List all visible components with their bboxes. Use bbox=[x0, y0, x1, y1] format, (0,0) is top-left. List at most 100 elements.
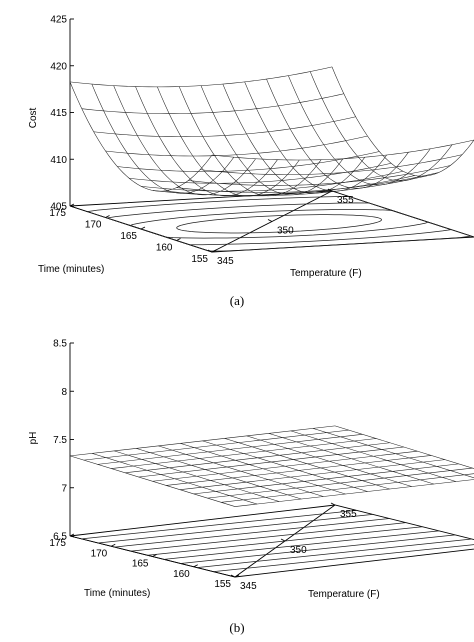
panel-b-surface-mesh bbox=[69, 425, 474, 507]
z-tick-label: 8 bbox=[61, 387, 67, 398]
mesh-line-time bbox=[92, 453, 258, 505]
mesh-line-time bbox=[158, 445, 324, 497]
mesh-line-time bbox=[266, 78, 409, 189]
panel-a-z-axis-label: Cost bbox=[28, 107, 39, 128]
panel-b-z-axis-label: pH bbox=[28, 432, 39, 445]
z-tick-label: 7.5 bbox=[53, 435, 67, 446]
contour-line bbox=[176, 214, 382, 234]
temperature-tick-mark bbox=[267, 219, 273, 222]
mesh-line-time bbox=[200, 85, 344, 196]
time-tick-mark bbox=[69, 203, 75, 207]
mesh-line-temperature bbox=[211, 139, 474, 161]
temperature-tick-mark bbox=[330, 502, 336, 506]
mesh-line-time bbox=[224, 438, 390, 490]
mesh-line-time bbox=[69, 81, 213, 192]
temperature-tick-label: 350 bbox=[290, 545, 307, 556]
temperature-tick-label: 345 bbox=[217, 256, 234, 267]
time-tick-mark bbox=[69, 533, 75, 537]
mesh-line-time bbox=[113, 85, 256, 196]
panel-b-time-axis-label: Time (minutes) bbox=[84, 588, 150, 599]
panel-b-caption: (b) bbox=[229, 620, 244, 635]
time-tick-mark bbox=[193, 564, 198, 568]
time-tick-label: 160 bbox=[173, 569, 190, 580]
mesh-line-temperature bbox=[188, 165, 451, 186]
mesh-line-temperature bbox=[93, 116, 356, 137]
panel-b-temperature-axis-label: Temperature (F) bbox=[308, 589, 380, 600]
z-tick-label: 415 bbox=[50, 108, 67, 119]
temperature-tick-label: 345 bbox=[240, 581, 257, 592]
mesh-line-time bbox=[334, 425, 474, 469]
mesh-line-time bbox=[157, 86, 300, 197]
mesh-line-time bbox=[91, 83, 235, 194]
time-tick-label: 155 bbox=[191, 254, 208, 265]
time-tick-label: 170 bbox=[91, 548, 108, 559]
time-tick-mark bbox=[140, 226, 146, 230]
mesh-line-time bbox=[290, 430, 456, 482]
temperature-tick-mark bbox=[280, 538, 286, 542]
time-tick-label: 165 bbox=[120, 231, 137, 242]
mesh-line-time bbox=[69, 455, 236, 507]
base-plane-outline bbox=[69, 504, 474, 578]
mesh-line-time bbox=[312, 428, 474, 479]
mesh-line-time bbox=[180, 443, 346, 495]
time-tick-label: 160 bbox=[156, 243, 173, 254]
time-tick-label: 170 bbox=[85, 220, 102, 231]
contour-line bbox=[197, 538, 472, 568]
time-tick-mark bbox=[105, 215, 110, 218]
temperature-tick-mark bbox=[207, 249, 213, 253]
mesh-line-time bbox=[244, 81, 387, 192]
mesh-line-time bbox=[202, 440, 368, 492]
panel-a-axes bbox=[69, 19, 333, 253]
temperature-tick-label: 355 bbox=[337, 195, 354, 206]
mesh-line-time bbox=[288, 75, 431, 186]
time-tick-label: 175 bbox=[49, 208, 66, 219]
time-tick-mark bbox=[176, 238, 181, 241]
contour-line bbox=[98, 514, 373, 544]
mesh-line-time bbox=[178, 86, 322, 197]
contour-line bbox=[213, 544, 474, 573]
contour-line bbox=[114, 518, 390, 548]
time-tick-mark bbox=[152, 554, 157, 557]
panel-a-surface-mesh bbox=[69, 66, 474, 197]
time-tick-mark bbox=[234, 574, 240, 578]
mesh-line-time bbox=[268, 433, 434, 485]
mesh-line-time bbox=[222, 83, 366, 194]
panel-a-time-axis-label: Time (minutes) bbox=[38, 264, 104, 275]
z-tick-label: 7 bbox=[61, 483, 67, 494]
temperature-tick-label: 350 bbox=[277, 226, 294, 237]
contour-line bbox=[180, 534, 456, 564]
panel-b-contours bbox=[69, 504, 474, 578]
mesh-line-time bbox=[136, 448, 302, 500]
mesh-line-time bbox=[114, 450, 280, 502]
time-tick-mark bbox=[211, 249, 217, 253]
temperature-tick-label: 355 bbox=[340, 509, 357, 520]
contour-line bbox=[106, 202, 452, 246]
z-tick-label: 425 bbox=[50, 15, 67, 26]
z-tick-label: 410 bbox=[50, 155, 67, 166]
z-tick-label: 405 bbox=[50, 202, 67, 213]
z-tick-label: 8.5 bbox=[53, 339, 67, 350]
z-tick-label: 6.5 bbox=[53, 532, 67, 543]
mesh-line-time bbox=[309, 71, 453, 182]
time-tick-label: 165 bbox=[132, 559, 149, 570]
contour-line bbox=[87, 196, 472, 252]
contour-line bbox=[81, 509, 357, 540]
mesh-line-temperature bbox=[69, 66, 333, 88]
mesh-line-temperature bbox=[81, 93, 344, 114]
contour-line bbox=[164, 530, 439, 560]
temperature-tick-mark bbox=[327, 188, 333, 192]
temperature-tick-mark bbox=[230, 574, 236, 578]
panel-a-temperature-axis-label: Temperature (F) bbox=[290, 268, 362, 279]
contour-line bbox=[131, 522, 406, 552]
time-tick-label: 175 bbox=[49, 538, 66, 549]
time-tick-label: 155 bbox=[214, 579, 231, 590]
mesh-line-temperature bbox=[234, 479, 474, 507]
time-tick-mark bbox=[111, 543, 116, 547]
mesh-line-time bbox=[246, 435, 412, 487]
mesh-line-time bbox=[135, 86, 278, 197]
